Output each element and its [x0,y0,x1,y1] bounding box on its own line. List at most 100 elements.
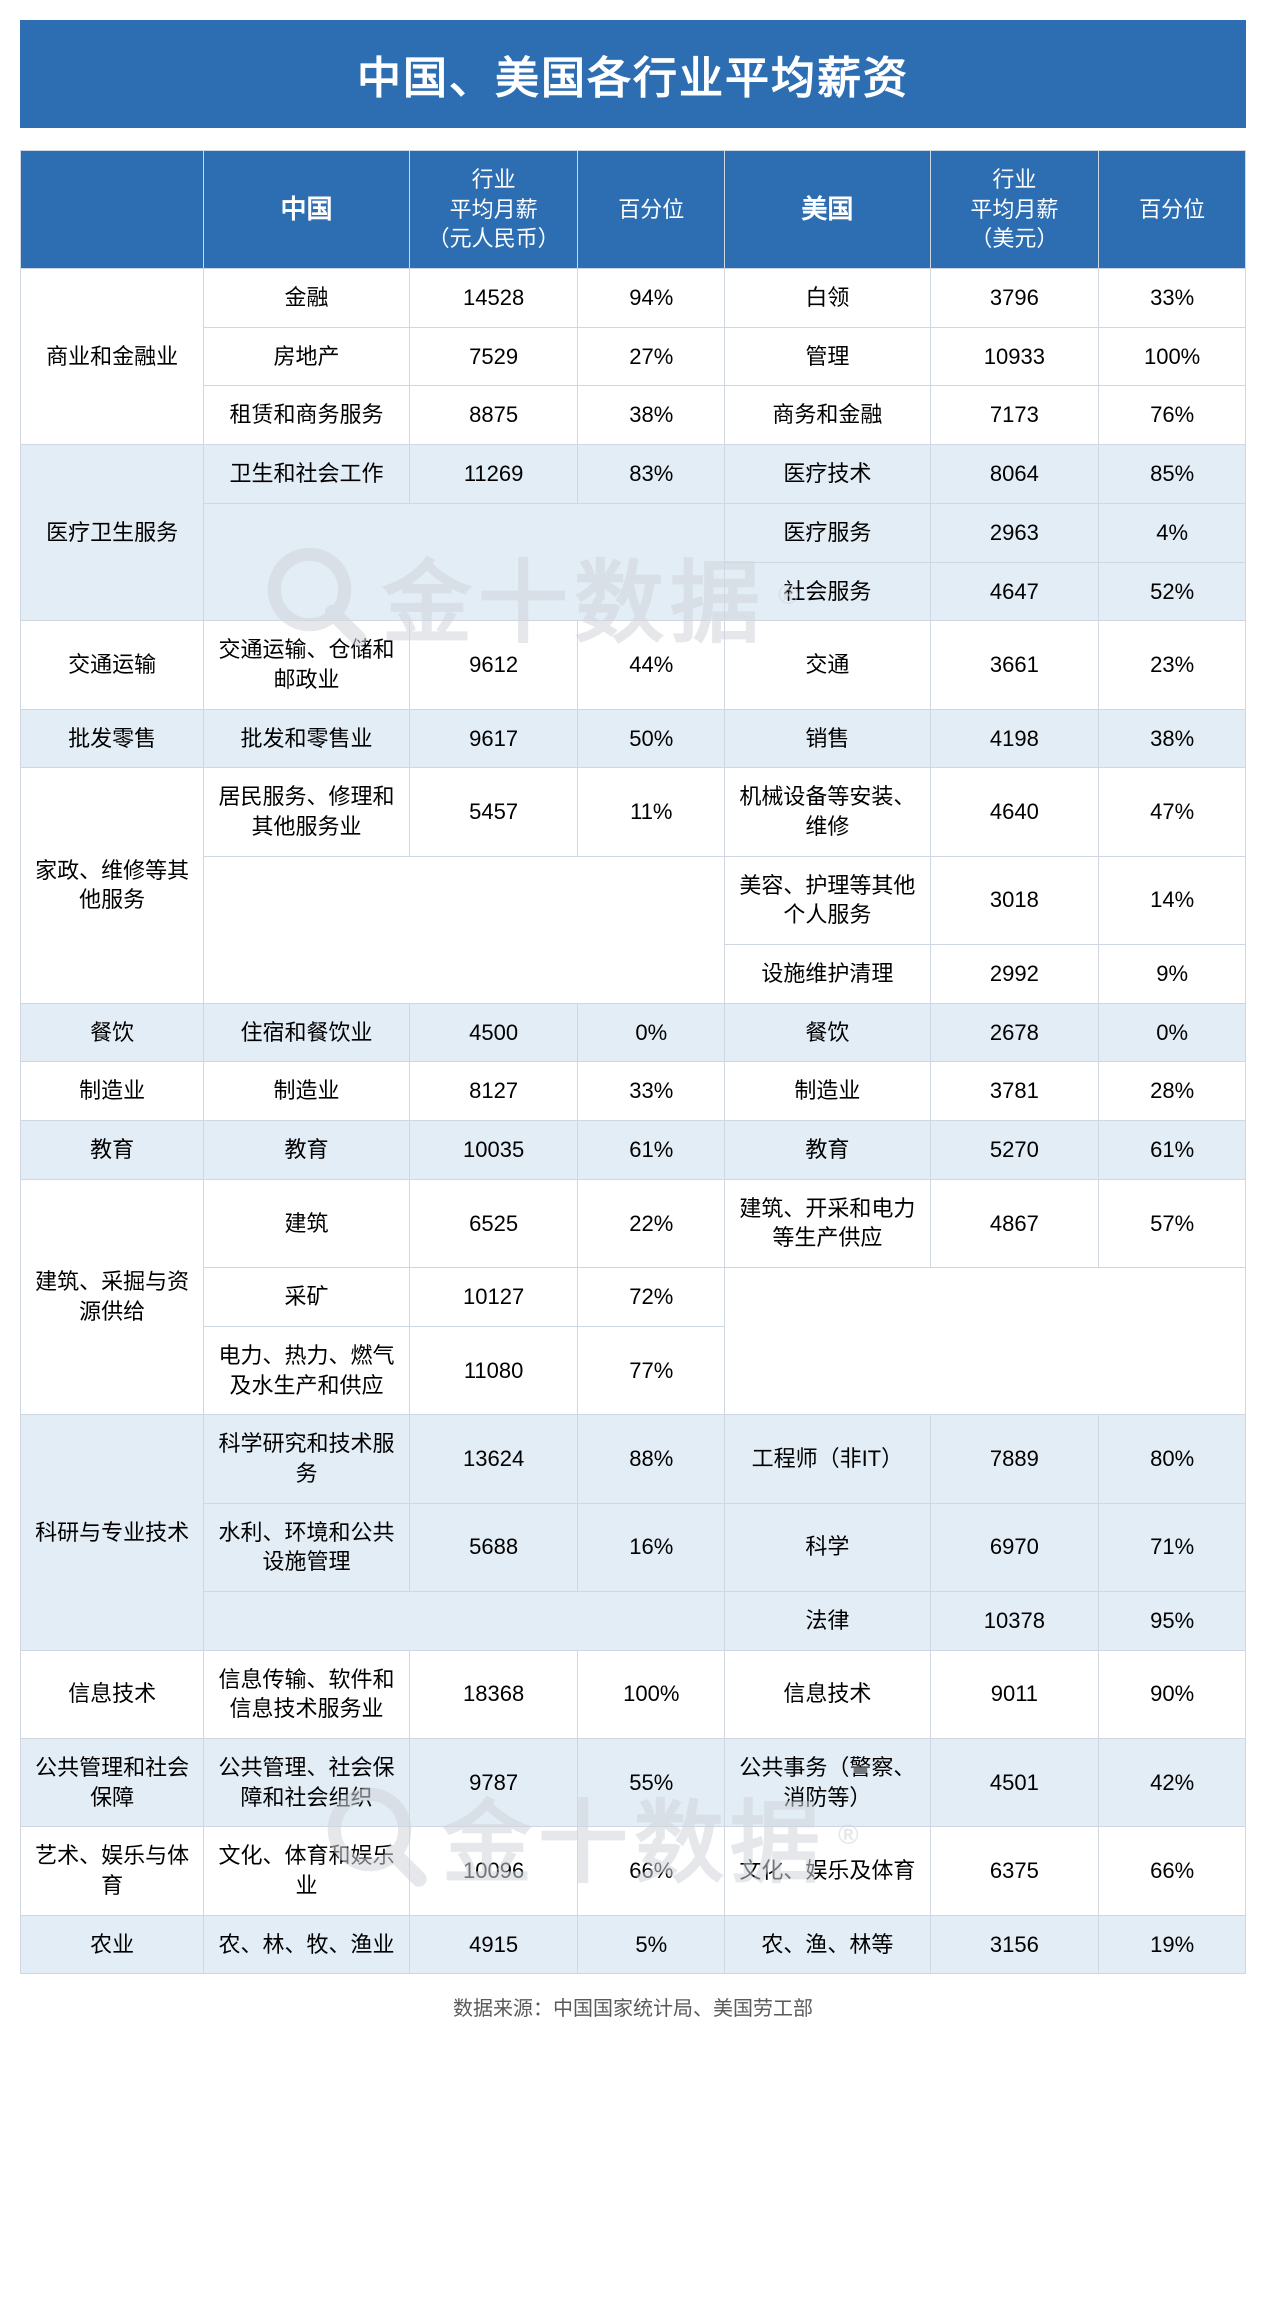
header-china: 中国 [204,151,409,269]
table-row: 农业农、林、牧、渔业49155%农、渔、林等315619% [21,1915,1246,1974]
us-salary-cell: 7173 [930,386,1099,445]
table-row: 建筑、采掘与资源供给建筑652522%建筑、开采和电力等生产供应486757% [21,1179,1246,1267]
table-row: 租赁和商务服务887538%商务和金融717376% [21,386,1246,445]
header-us-salary: 行业平均月薪（美元） [930,151,1099,269]
us-industry-cell: 设施维护清理 [725,945,930,1004]
china-salary-cell: 4500 [409,1003,578,1062]
table-row: 信息技术信息传输、软件和信息技术服务业18368100%信息技术901190% [21,1650,1246,1738]
table-header-row: 中国 行业平均月薪（元人民币） 百分位 美国 行业平均月薪（美元） 百分位 [21,151,1246,269]
us-industry-cell: 公共事务（警察、消防等） [725,1739,930,1827]
table-row: 制造业制造业812733%制造业378128% [21,1062,1246,1121]
us-salary-cell: 6970 [930,1503,1099,1591]
china-industry-cell: 房地产 [204,327,409,386]
table-row: 家政、维修等其他服务居民服务、修理和其他服务业545711%机械设备等安装、维修… [21,768,1246,856]
china-pct-cell: 22% [578,1179,725,1267]
empty-cell [204,503,725,620]
us-salary-cell: 7889 [930,1415,1099,1503]
us-salary-cell: 6375 [930,1827,1099,1915]
china-industry-cell: 金融 [204,269,409,328]
china-pct-cell: 50% [578,709,725,768]
table-row: 科研与专业技术科学研究和技术服务1362488%工程师（非IT）788980% [21,1415,1246,1503]
china-pct-cell: 83% [578,445,725,504]
table-row: 餐饮住宿和餐饮业45000%餐饮26780% [21,1003,1246,1062]
category-cell: 建筑、采掘与资源供给 [21,1179,204,1414]
us-pct-cell: 61% [1099,1121,1246,1180]
china-salary-cell: 13624 [409,1415,578,1503]
us-salary-cell: 10933 [930,327,1099,386]
china-salary-cell: 10035 [409,1121,578,1180]
china-pct-cell: 16% [578,1503,725,1591]
china-pct-cell: 66% [578,1827,725,1915]
us-industry-cell: 农、渔、林等 [725,1915,930,1974]
china-industry-cell: 科学研究和技术服务 [204,1415,409,1503]
us-industry-cell: 餐饮 [725,1003,930,1062]
china-pct-cell: 0% [578,1003,725,1062]
us-pct-cell: 0% [1099,1003,1246,1062]
us-pct-cell: 100% [1099,327,1246,386]
china-salary-cell: 9612 [409,621,578,709]
us-pct-cell: 95% [1099,1591,1246,1650]
china-salary-cell: 4915 [409,1915,578,1974]
empty-cell [204,1591,725,1650]
china-industry-cell: 农、林、牧、渔业 [204,1915,409,1974]
page-title: 中国、美国各行业平均薪资 [20,20,1246,128]
header-china-pct: 百分位 [578,151,725,269]
empty-cell [725,1268,1246,1415]
us-industry-cell: 教育 [725,1121,930,1180]
china-pct-cell: 100% [578,1650,725,1738]
china-pct-cell: 33% [578,1062,725,1121]
china-industry-cell: 住宿和餐饮业 [204,1003,409,1062]
category-cell: 公共管理和社会保障 [21,1739,204,1827]
us-salary-cell: 3018 [930,856,1099,944]
table-row: 法律1037895% [21,1591,1246,1650]
us-pct-cell: 28% [1099,1062,1246,1121]
china-pct-cell: 38% [578,386,725,445]
us-salary-cell: 4198 [930,709,1099,768]
category-cell: 交通运输 [21,621,204,709]
us-salary-cell: 4647 [930,562,1099,621]
china-salary-cell: 7529 [409,327,578,386]
category-cell: 商业和金融业 [21,269,204,445]
china-pct-cell: 72% [578,1268,725,1327]
table-row: 水利、环境和公共设施管理568816%科学697071% [21,1503,1246,1591]
table-row: 房地产752927%管理10933100% [21,327,1246,386]
us-industry-cell: 科学 [725,1503,930,1591]
us-salary-cell: 3781 [930,1062,1099,1121]
china-industry-cell: 公共管理、社会保障和社会组织 [204,1739,409,1827]
us-salary-cell: 9011 [930,1650,1099,1738]
china-pct-cell: 88% [578,1415,725,1503]
salary-table: 中国 行业平均月薪（元人民币） 百分位 美国 行业平均月薪（美元） 百分位 商业… [20,150,1246,1974]
table-row: 采矿1012772% [21,1268,1246,1327]
china-salary-cell: 10096 [409,1827,578,1915]
us-industry-cell: 销售 [725,709,930,768]
us-industry-cell: 信息技术 [725,1650,930,1738]
us-salary-cell: 2678 [930,1003,1099,1062]
china-salary-cell: 8127 [409,1062,578,1121]
us-industry-cell: 机械设备等安装、维修 [725,768,930,856]
category-cell: 农业 [21,1915,204,1974]
us-industry-cell: 建筑、开采和电力等生产供应 [725,1179,930,1267]
category-cell: 信息技术 [21,1650,204,1738]
us-salary-cell: 3156 [930,1915,1099,1974]
us-salary-cell: 8064 [930,445,1099,504]
us-industry-cell: 商务和金融 [725,386,930,445]
us-pct-cell: 14% [1099,856,1246,944]
china-pct-cell: 94% [578,269,725,328]
us-salary-cell: 4867 [930,1179,1099,1267]
us-pct-cell: 57% [1099,1179,1246,1267]
us-pct-cell: 33% [1099,269,1246,328]
china-industry-cell: 居民服务、修理和其他服务业 [204,768,409,856]
china-industry-cell: 电力、热力、燃气及水生产和供应 [204,1326,409,1414]
china-pct-cell: 44% [578,621,725,709]
header-us-pct: 百分位 [1099,151,1246,269]
us-industry-cell: 美容、护理等其他个人服务 [725,856,930,944]
category-cell: 医疗卫生服务 [21,445,204,621]
table-row: 医疗卫生服务卫生和社会工作1126983%医疗技术806485% [21,445,1246,504]
china-pct-cell: 5% [578,1915,725,1974]
china-industry-cell: 采矿 [204,1268,409,1327]
china-salary-cell: 11080 [409,1326,578,1414]
us-industry-cell: 医疗技术 [725,445,930,504]
us-salary-cell: 4501 [930,1739,1099,1827]
china-industry-cell: 建筑 [204,1179,409,1267]
us-salary-cell: 2963 [930,503,1099,562]
